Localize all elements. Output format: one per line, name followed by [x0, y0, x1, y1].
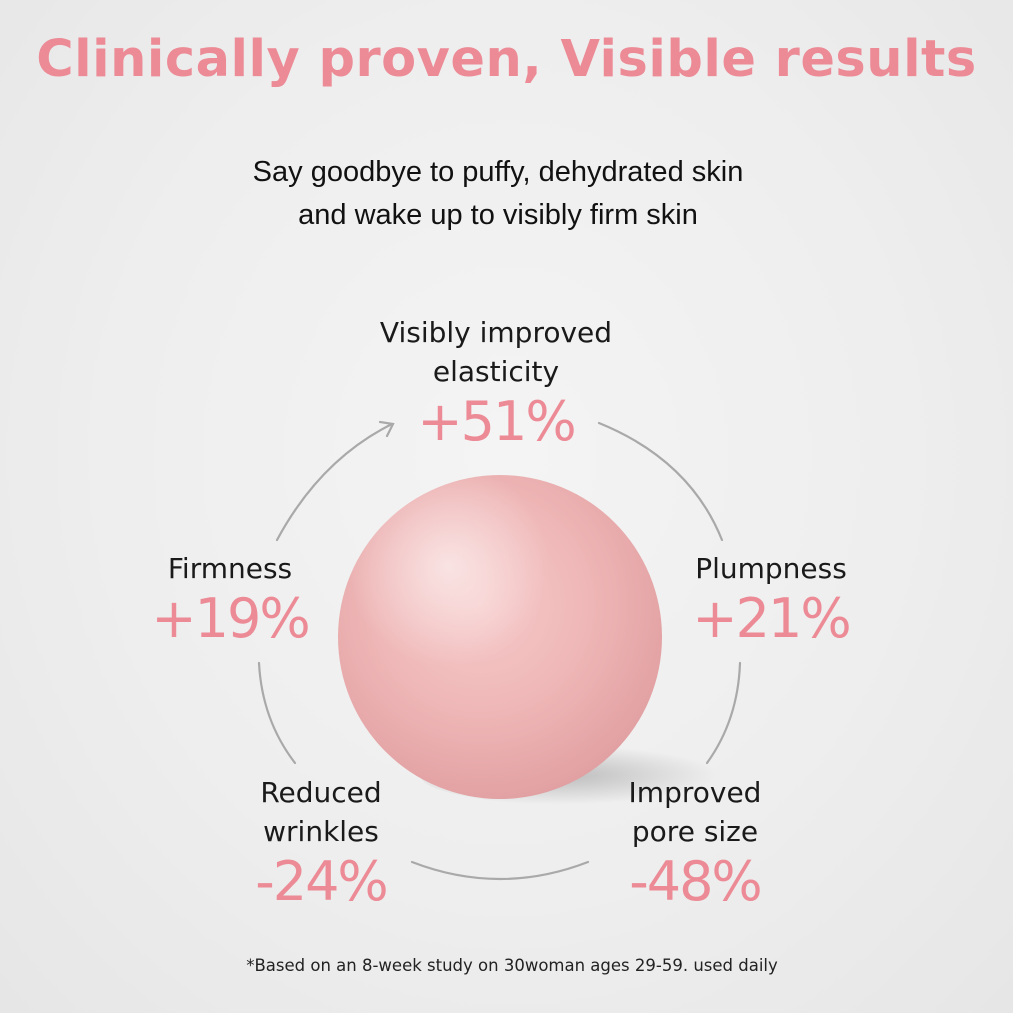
- rose-quartz-sphere: [338, 475, 662, 799]
- stat-label: Visibly improved elasticity: [379, 316, 613, 388]
- stat-value: +21%: [692, 587, 851, 650]
- arc-firmness-to-elasticity: [275, 422, 394, 542]
- footnote: *Based on an 8-week study on 30woman age…: [246, 956, 778, 975]
- stat-value: -24%: [255, 850, 389, 913]
- stat-wrinkles: Reduced wrinkles -24%: [196, 773, 446, 913]
- arrowhead-icon: [378, 420, 395, 438]
- headline: Clinically proven, Visible results: [36, 30, 977, 89]
- arc-wrinkles-to-firmness: [257, 661, 297, 765]
- stat-firmness: Firmness +19%: [110, 549, 350, 650]
- subtitle-line-1: Say goodbye to puffy, dehydrated skin: [252, 156, 744, 188]
- stat-value: +19%: [151, 587, 310, 650]
- stat-plumpness: Plumpness +21%: [651, 549, 891, 650]
- arc-elasticity-to-plumpness: [597, 421, 724, 542]
- arc-plumpness-to-pores: [705, 661, 742, 765]
- stat-pores: Improved pore size -48%: [570, 773, 820, 913]
- stat-label: Plumpness: [695, 552, 847, 585]
- arc-pores-to-wrinkles: [410, 860, 590, 881]
- stat-label: Firmness: [167, 552, 293, 585]
- stat-elasticity: Visibly improved elasticity +51%: [346, 313, 646, 453]
- stat-label: Improved pore size: [628, 776, 762, 848]
- stat-value: +51%: [417, 390, 576, 453]
- stat-label: Reduced wrinkles: [260, 776, 382, 848]
- subtitle-line-2: and wake up to visibly firm skin: [298, 199, 698, 231]
- subtitle: Say goodbye to puffy, dehydrated skin an…: [0, 151, 996, 237]
- stat-value: -48%: [629, 850, 763, 913]
